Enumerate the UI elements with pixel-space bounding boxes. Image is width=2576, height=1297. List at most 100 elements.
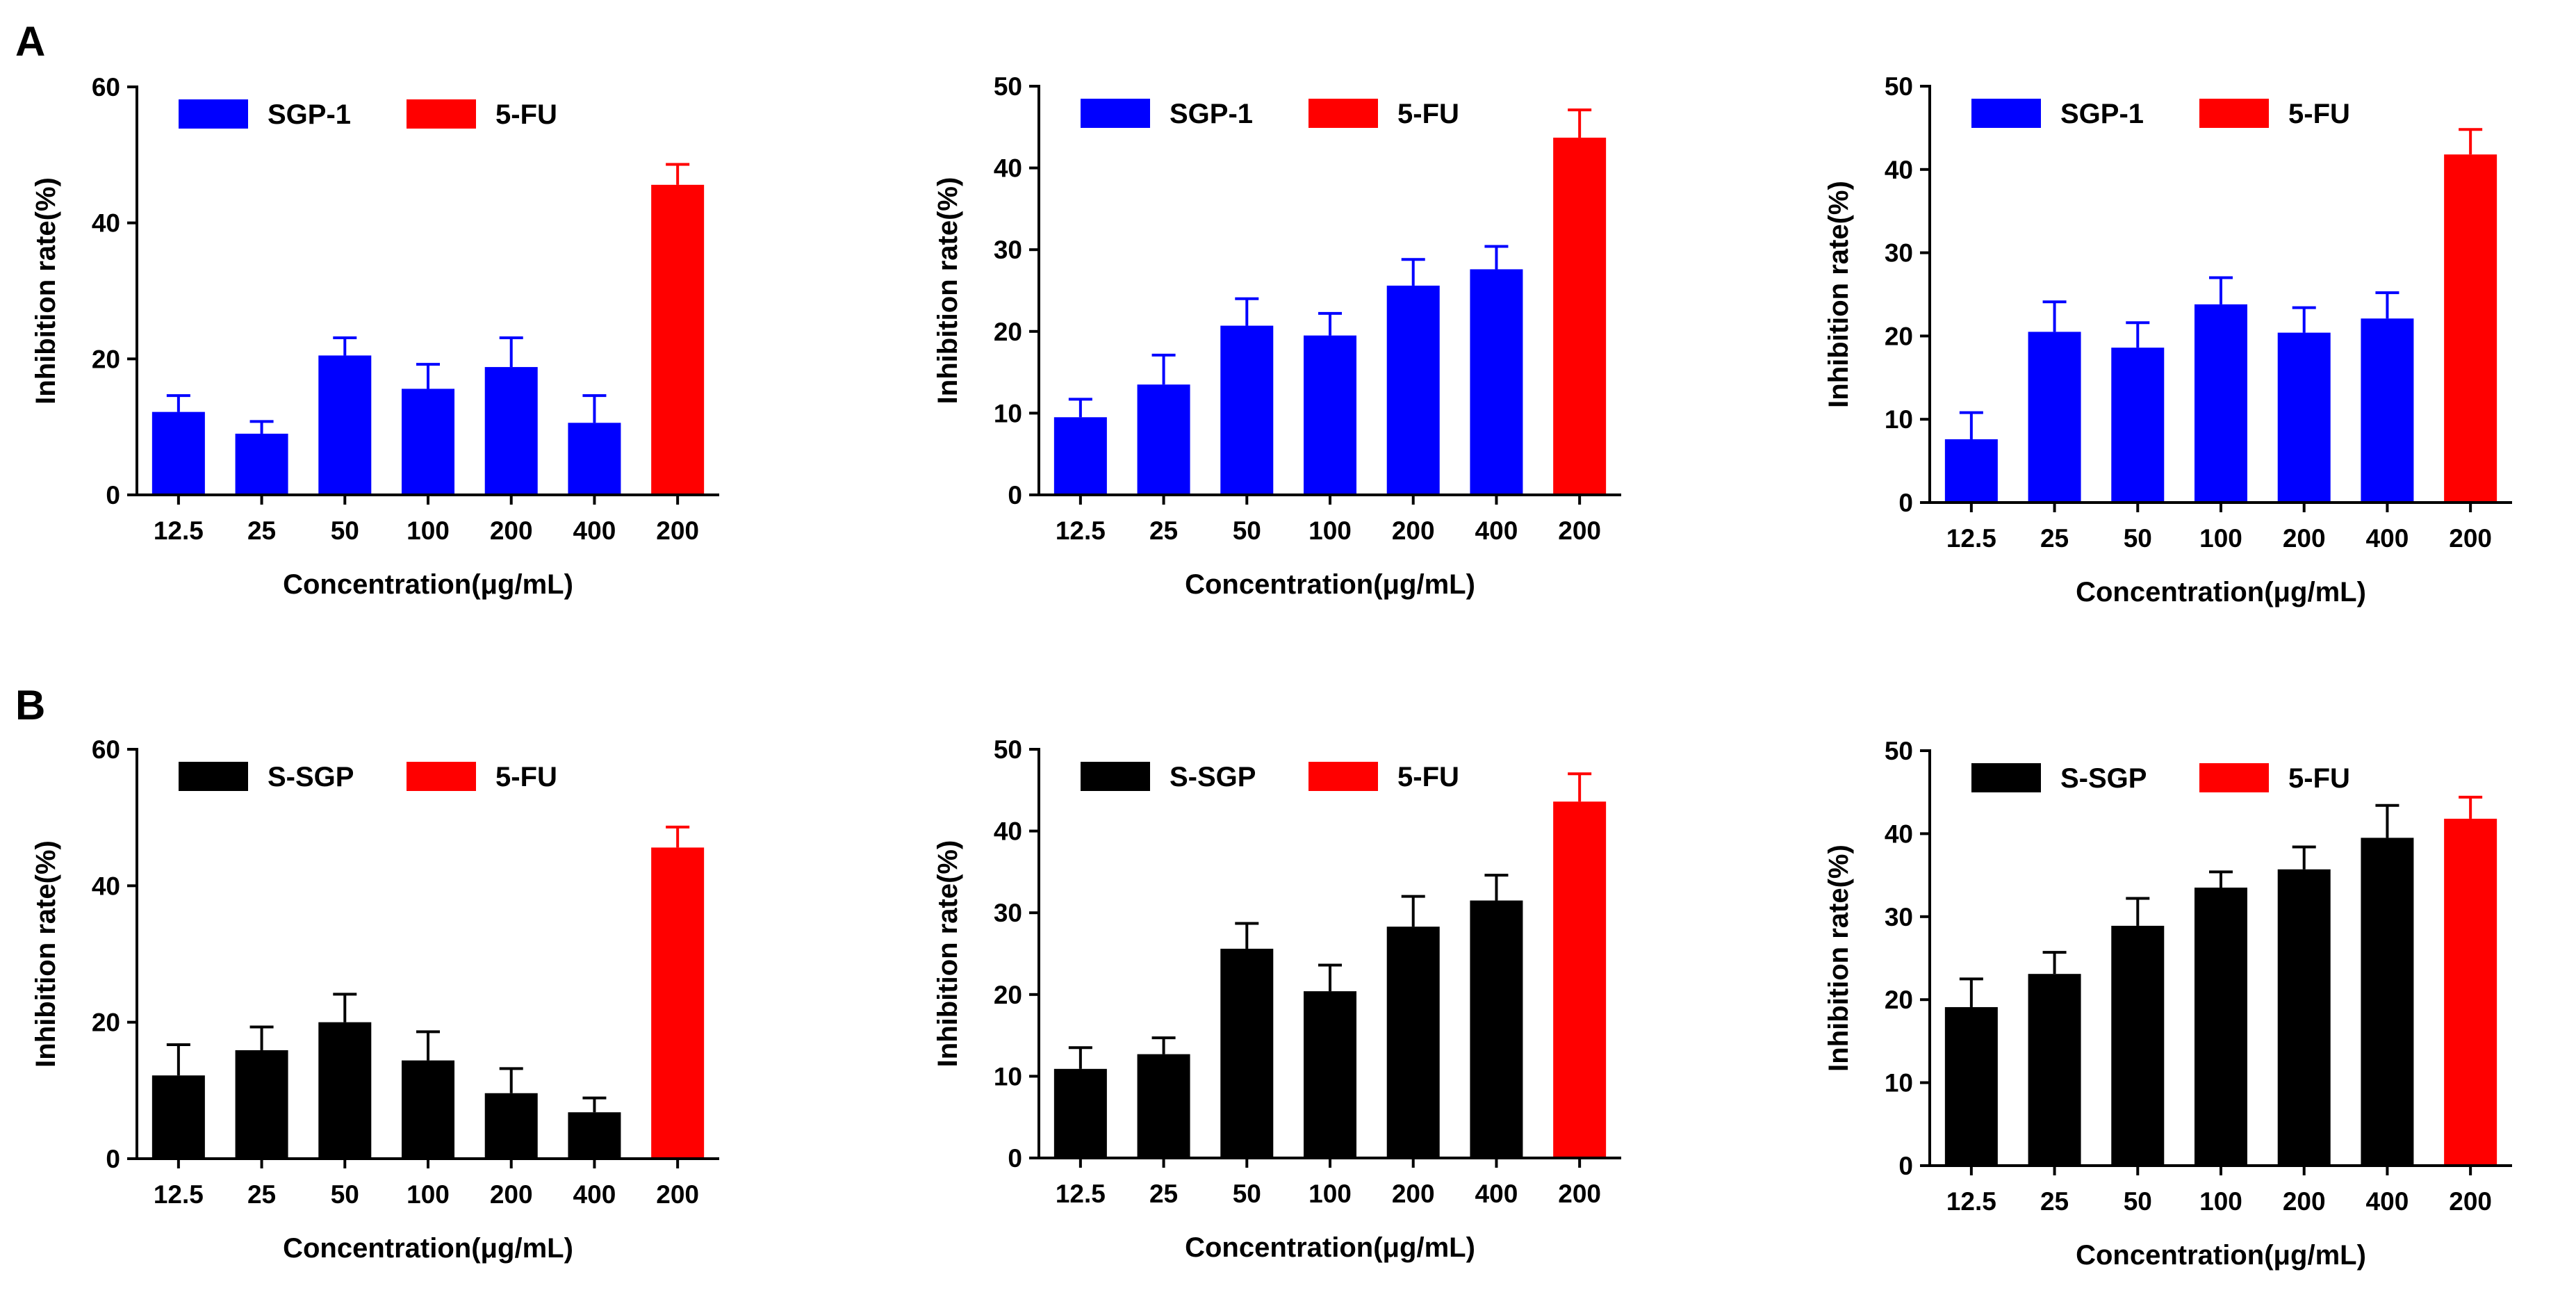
legend-label: 5-FU — [1397, 762, 1459, 792]
legend-swatch-5-fu — [407, 762, 476, 791]
bar-s-sgp-3 — [318, 1022, 372, 1159]
legend: S-SGP 5-FU — [179, 762, 557, 792]
x-tick-label: 50 — [1233, 516, 1261, 545]
chart-1: 0 20 40 60 12.5 25 50 100 200 400 200 Concentration… — [31, 73, 719, 600]
bar-s-sgp-1 — [151, 1075, 205, 1159]
legend-label: 5-FU — [495, 99, 557, 130]
bar-s-sgp-4 — [1304, 991, 1356, 1158]
x-tick-label: 25 — [247, 516, 276, 545]
x-tick-label: 200 — [1392, 516, 1435, 545]
bar-5-fu-7 — [2444, 818, 2497, 1166]
y-tick-label: 0 — [106, 1145, 120, 1173]
bar-s-sgp-5 — [2277, 869, 2331, 1166]
y-tick-label: 10 — [994, 399, 1022, 427]
bar-sgp-1-5 — [2277, 332, 2331, 503]
x-tick-label: 12.5 — [154, 1180, 204, 1209]
x-tick-label: 200 — [2449, 1187, 2492, 1216]
y-tick-label: 20 — [92, 1009, 120, 1037]
x-tick-label: 100 — [1308, 1180, 1352, 1208]
x-tick-label: 25 — [2040, 524, 2069, 553]
legend-label: 5-FU — [2288, 763, 2350, 794]
x-tick-label: 100 — [407, 1180, 450, 1209]
y-tick-label: 30 — [994, 236, 1022, 264]
x-tick-label: 200 — [656, 1180, 699, 1209]
x-tick-label: 100 — [2199, 524, 2242, 553]
legend-swatch-s-sgp — [1971, 763, 2041, 792]
y-tick-label: 20 — [92, 345, 120, 373]
legend-label: S-SGP — [2060, 763, 2147, 794]
legend-swatch-sgp-1 — [1081, 99, 1150, 128]
legend-label: SGP-1 — [268, 99, 351, 130]
bar-s-sgp-2 — [2028, 974, 2081, 1166]
x-tick-label: 12.5 — [1056, 1180, 1106, 1208]
bar-sgp-1-2 — [235, 433, 288, 495]
chart-5: 0 10 20 30 40 50 12.5 25 50 100 200 400 200 Concentra… — [933, 735, 1621, 1263]
y-tick-label: 30 — [1885, 239, 1913, 268]
y-axis-title: Inhibition rate(%) — [1823, 845, 1854, 1072]
y-tick-label: 20 — [1885, 986, 1913, 1014]
x-tick-label: 200 — [490, 516, 533, 545]
chart-3: 0 10 20 30 40 50 12.5 25 50 100 200 400 200 Concentra… — [1823, 72, 2512, 607]
y-tick-label: 50 — [994, 72, 1022, 101]
x-tick-label: 50 — [1233, 1180, 1261, 1208]
y-tick-label: 10 — [994, 1062, 1022, 1091]
bar-sgp-1-3 — [318, 355, 372, 495]
y-tick-label: 40 — [92, 209, 120, 238]
y-tick-label: 50 — [1885, 72, 1913, 101]
legend-swatch-5-fu — [1308, 99, 1378, 128]
bar-sgp-1-5 — [484, 367, 538, 495]
bar-sgp-1-6 — [568, 423, 621, 495]
y-tick-label: 50 — [994, 735, 1022, 764]
bar-sgp-1-2 — [2028, 332, 2081, 503]
bar-5-fu-7 — [1553, 801, 1607, 1158]
y-tick-label: 0 — [1898, 1152, 1913, 1180]
y-tick-label: 40 — [1885, 819, 1913, 848]
y-tick-label: 30 — [1885, 903, 1913, 931]
x-axis-title: Concentration(μg/mL) — [1185, 1232, 1475, 1263]
legend-label: SGP-1 — [2060, 99, 2144, 129]
bar-5-fu-7 — [651, 847, 705, 1159]
legend-swatch-sgp-1 — [1971, 99, 2041, 128]
bar-s-sgp-1 — [1053, 1068, 1107, 1158]
bar-sgp-1-4 — [1304, 335, 1356, 495]
y-tick-label: 30 — [994, 899, 1022, 927]
y-tick-label: 20 — [1885, 322, 1913, 350]
y-axis-title: Inhibition rate(%) — [933, 840, 963, 1068]
bar-s-sgp-6 — [1470, 900, 1523, 1158]
legend-label: S-SGP — [1170, 762, 1256, 792]
x-tick-label: 400 — [2366, 524, 2409, 553]
y-tick-label: 40 — [994, 817, 1022, 846]
bar-sgp-1-4 — [2194, 304, 2247, 503]
legend-label: S-SGP — [268, 762, 354, 792]
x-tick-label: 50 — [2124, 1187, 2152, 1216]
legend-swatch-s-sgp — [179, 762, 248, 791]
bar-s-sgp-5 — [1386, 927, 1440, 1158]
x-tick-label: 200 — [1558, 1180, 1601, 1208]
x-tick-label: 400 — [1475, 516, 1518, 545]
y-tick-label: 20 — [994, 318, 1022, 346]
bar-s-sgp-6 — [568, 1112, 621, 1159]
legend-label: 5-FU — [495, 762, 557, 792]
bar-sgp-1-2 — [1137, 384, 1190, 495]
y-tick-label: 40 — [1885, 156, 1913, 184]
bar-sgp-1-4 — [402, 389, 454, 495]
panel-label-b: B — [15, 682, 45, 728]
x-tick-label: 400 — [573, 516, 616, 545]
legend: SGP-1 5-FU — [179, 99, 557, 130]
y-tick-label: 10 — [1885, 1069, 1913, 1098]
x-axis-title: Concentration(μg/mL) — [2076, 577, 2366, 607]
legend-label: 5-FU — [2288, 99, 2350, 129]
chart-6: 0 10 20 30 40 50 12.5 25 50 100 200 400 200 Concentra… — [1823, 737, 2512, 1271]
x-tick-label: 50 — [2124, 524, 2152, 553]
bar-s-sgp-5 — [484, 1093, 538, 1159]
x-tick-label: 400 — [1475, 1180, 1518, 1208]
x-axis-title: Concentration(μg/mL) — [283, 1233, 573, 1264]
y-axis-title: Inhibition rate(%) — [31, 177, 61, 405]
x-tick-label: 200 — [2449, 524, 2492, 553]
x-tick-label: 12.5 — [1056, 516, 1106, 545]
x-tick-label: 200 — [2283, 524, 2326, 553]
panel-label-a: A — [15, 18, 45, 65]
bar-sgp-1-1 — [1053, 417, 1107, 495]
